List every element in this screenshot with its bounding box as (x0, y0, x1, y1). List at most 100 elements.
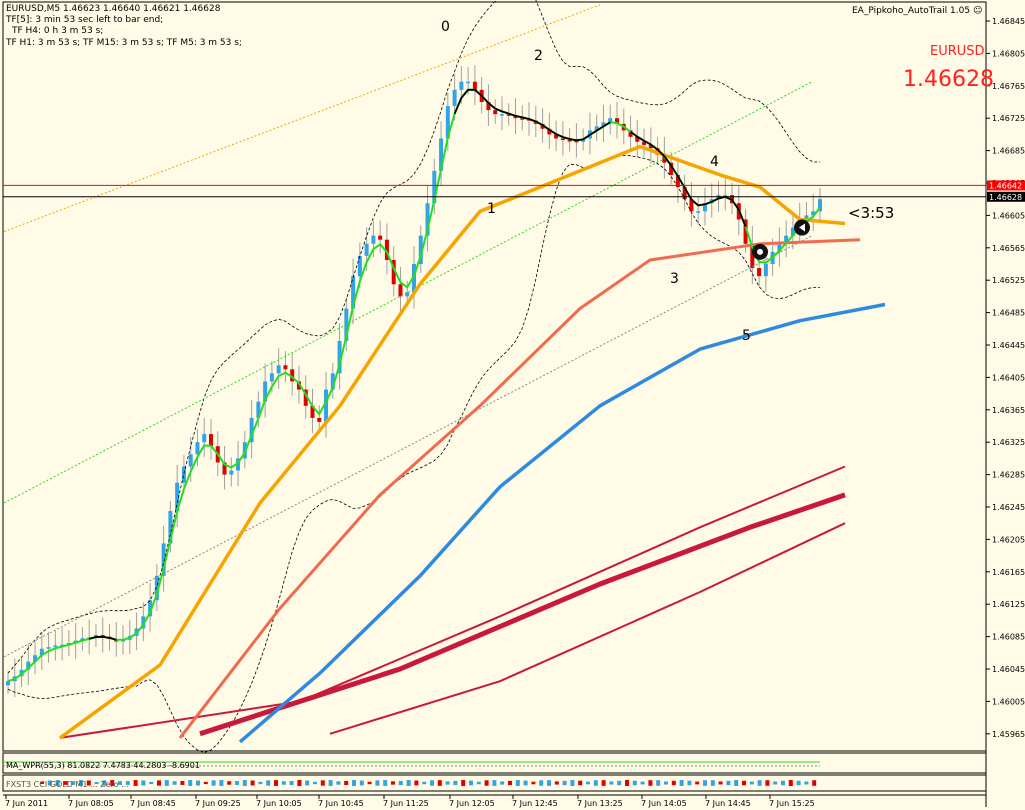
indicator-bar (55, 780, 60, 786)
wave-label-0: 0 (441, 19, 450, 35)
indicator-bar (531, 781, 536, 785)
candle-body (506, 114, 511, 116)
candle-body (303, 389, 308, 406)
ma-fast-black-segment (88, 635, 117, 641)
indicator-bar (812, 780, 817, 786)
y-tick-label: 1.46725 (992, 114, 1025, 123)
candle-body (472, 81, 477, 90)
y-tick-label: 1.45965 (992, 730, 1025, 739)
candle-body (743, 219, 748, 244)
x-tick-label: 7 Jun 13:25 (577, 799, 623, 808)
indicator-bar (235, 781, 239, 785)
indicator-bar (453, 780, 458, 786)
candle-body (269, 373, 274, 382)
candle-body (696, 211, 701, 213)
indicator-bar (305, 780, 310, 786)
wave-label-2: 2 (534, 48, 543, 64)
indicator-bar (554, 781, 559, 785)
indicator-bar (492, 780, 497, 786)
indicator-bar (180, 781, 185, 785)
indicator-bar (578, 780, 583, 786)
candle-body (60, 644, 65, 647)
indicator-bar (749, 781, 754, 785)
wave-label-5: 5 (742, 328, 751, 344)
candle-body (608, 118, 613, 123)
candle-body (757, 268, 762, 277)
ea-label: EA_Pipkoho_AutoTrail 1.05 ☺ (852, 6, 983, 16)
y-tick-label: 1.46685 (992, 147, 1025, 156)
candle-body (398, 284, 403, 297)
indicator-bar (476, 781, 481, 785)
x-tick-label: 7 Jun 14:05 (641, 799, 687, 808)
indicator-panel-1 (2, 752, 987, 774)
wave-label-4: 4 (710, 154, 719, 170)
y-tick-label: 1.46285 (992, 471, 1025, 480)
indicator-bar (266, 780, 271, 786)
indicator-bar (164, 780, 169, 786)
indicator-bar (804, 781, 809, 785)
x-tick-label: 7 Jun 12:45 (512, 799, 558, 808)
ma-crimson-main (199, 492, 846, 737)
indicator-bar (242, 780, 247, 786)
y-tick-label: 1.46845 (992, 17, 1025, 26)
candle-body (357, 255, 362, 277)
indicator-bar (102, 780, 107, 786)
candle-body (682, 187, 687, 200)
candle-body (263, 381, 268, 402)
indicator-bar (515, 780, 520, 786)
ma-orange (58, 144, 846, 740)
candle-body (628, 130, 633, 137)
indicator-bar (188, 780, 193, 786)
x-tick-label: 7 Jun 09:25 (195, 799, 241, 808)
indicator-bar (375, 780, 380, 786)
wave-label-3: 3 (670, 271, 679, 287)
ma-fast-black-segment (629, 131, 747, 228)
indicator-bar (398, 780, 403, 786)
indicator-bar (671, 780, 676, 786)
candle-body (391, 259, 396, 285)
indicator-bar (86, 780, 91, 786)
indicator-bar (601, 780, 606, 786)
indicator-bar (71, 781, 76, 785)
indicator-bar (523, 780, 528, 786)
indicator-bar (703, 780, 707, 786)
indicator-bar (757, 780, 762, 786)
candle-body (195, 442, 200, 455)
indicator-bar (461, 780, 466, 786)
candle-body (675, 174, 680, 188)
indicator-bar (196, 780, 200, 786)
indicator-bar (227, 781, 232, 785)
y-tick-label: 1.46485 (992, 309, 1025, 318)
candle-body (784, 235, 789, 244)
indicator-bar (781, 780, 785, 786)
indicator-bar (765, 780, 770, 786)
indicator-bar (664, 781, 668, 785)
indicator-bar (110, 780, 115, 786)
candle-body (418, 235, 423, 264)
candle-body (351, 276, 356, 309)
candle-body (188, 454, 193, 467)
indicator-bar (391, 781, 395, 785)
candle-body (567, 140, 572, 142)
indicator-bar (796, 780, 801, 786)
candle-body (290, 369, 295, 382)
indicator-bar (367, 781, 372, 785)
candle-body (763, 264, 768, 277)
indicator-bar (500, 781, 505, 785)
ma-blue (238, 302, 886, 744)
symbol-label: EURUSD (930, 44, 985, 59)
y-tick-label: 1.46085 (992, 633, 1025, 642)
candle-body (425, 203, 430, 236)
candle-body (669, 162, 674, 175)
indicator-bar (149, 781, 154, 785)
y-tick-label: 1.46805 (992, 49, 1025, 58)
candle-body (256, 401, 261, 418)
candle-body (445, 106, 450, 139)
indicator-bar (359, 780, 364, 786)
candle-body (594, 126, 599, 131)
indicator-bar (617, 780, 622, 786)
candle-body (689, 199, 694, 212)
candle-body (412, 264, 416, 293)
